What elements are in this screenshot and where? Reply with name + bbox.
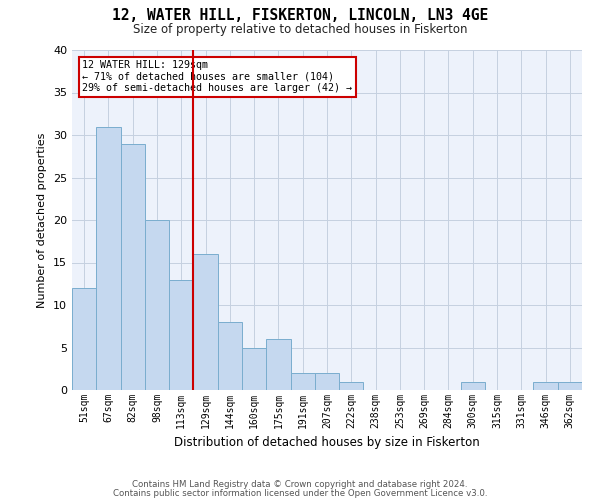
Text: Contains public sector information licensed under the Open Government Licence v3: Contains public sector information licen… (113, 488, 487, 498)
Bar (290, 373, 315, 390)
Bar (315, 373, 339, 390)
Text: Size of property relative to detached houses in Fiskerton: Size of property relative to detached ho… (133, 22, 467, 36)
Bar (72, 288, 96, 390)
Bar (339, 382, 364, 390)
Bar (461, 382, 485, 390)
Text: 12, WATER HILL, FISKERTON, LINCOLN, LN3 4GE: 12, WATER HILL, FISKERTON, LINCOLN, LN3 … (112, 8, 488, 22)
Bar (218, 322, 242, 390)
Y-axis label: Number of detached properties: Number of detached properties (37, 132, 47, 308)
X-axis label: Distribution of detached houses by size in Fiskerton: Distribution of detached houses by size … (174, 436, 480, 450)
Text: Contains HM Land Registry data © Crown copyright and database right 2024.: Contains HM Land Registry data © Crown c… (132, 480, 468, 489)
Text: 12 WATER HILL: 129sqm
← 71% of detached houses are smaller (104)
29% of semi-det: 12 WATER HILL: 129sqm ← 71% of detached … (82, 60, 352, 94)
Bar (145, 220, 169, 390)
Bar (121, 144, 145, 390)
Bar (96, 126, 121, 390)
Bar (193, 254, 218, 390)
Bar (266, 339, 290, 390)
Bar (533, 382, 558, 390)
Bar (169, 280, 193, 390)
Bar (242, 348, 266, 390)
Bar (558, 382, 582, 390)
